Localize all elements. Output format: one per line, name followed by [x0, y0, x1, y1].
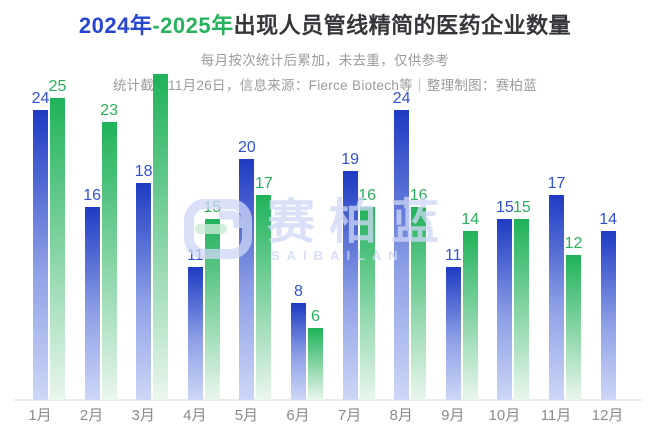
x-axis-label-9月: 9月: [441, 407, 465, 424]
title-year-2025: -2025年: [152, 13, 234, 38]
bar-2024年-4月: [187, 267, 203, 400]
bar-2025年-2月: [101, 122, 117, 400]
chart-subtitle-line1: 每月按次统计后累加，未去重，仅供参考: [200, 53, 450, 68]
bar-2025年-5月: [256, 195, 272, 400]
x-axis-label-2月: 2月: [79, 407, 104, 424]
value-label-2024年-12月: 14: [599, 211, 617, 228]
value-label-2024年-9月: 11: [444, 247, 462, 264]
value-label-2025年-4月: 15: [203, 199, 222, 216]
value-label-2025年-6月: 6: [311, 308, 320, 325]
chart-header: 2024年-2025年出现人员管线精简的医药企业数量 每月按次统计后累加，未去重…: [0, 8, 650, 94]
bar-2024年-2月: [84, 207, 100, 400]
bar-2024年-5月: [239, 159, 255, 400]
bar-2025年-9月: [462, 231, 478, 400]
x-axis-line: [14, 399, 642, 401]
value-label-2025年-2月: 23: [100, 102, 118, 119]
bar-2025年-4月: [204, 219, 220, 400]
x-axis-label-10月: 10月: [488, 407, 521, 424]
x-axis-label-1月: 1月: [28, 407, 52, 424]
value-label-2025年-8月: 16: [409, 187, 428, 204]
x-axis-label-4月: 4月: [183, 407, 207, 424]
bar-2025年-10月: [514, 219, 530, 400]
value-label-2024年-10月: 15: [495, 199, 514, 216]
x-axis-label-7月: 7月: [337, 407, 362, 424]
bar-2024年-3月: [136, 183, 152, 400]
x-axis-label-5月: 5月: [234, 407, 259, 424]
value-label-2024年-2月: 16: [83, 187, 101, 204]
bar-2025年-11月: [566, 255, 581, 400]
bar-2024年-12月: [600, 231, 616, 400]
value-label-2024年-8月: 24: [392, 90, 411, 107]
bar-2024年-11月: [549, 195, 564, 400]
x-axis-label-8月: 8月: [389, 407, 413, 424]
bar-2024年-1月: [33, 110, 48, 400]
value-label-2025年-7月: 16: [358, 187, 376, 204]
value-label-2025年-11月: 12: [564, 235, 583, 252]
bar-2024年-10月: [497, 219, 513, 400]
bar-2024年-6月: [291, 303, 306, 400]
value-label-2025年-1月: 25: [48, 78, 67, 95]
bar-2024年-9月: [445, 267, 461, 400]
value-label-2025年-9月: 14: [461, 211, 480, 228]
chart-title: 2024年-2025年出现人员管线精简的医药企业数量: [0, 8, 650, 40]
value-label-2024年-11月: 17: [547, 175, 566, 192]
bar-2025年-6月: [308, 328, 323, 400]
chart-subtitle-line2: 统计截至11月26日，信息来源：Fierce Biotech等｜整理制图：赛柏蓝: [112, 78, 538, 93]
bar-2025年-8月: [411, 207, 427, 400]
title-main-text: 出现人员管线精简的医药企业数量: [233, 13, 572, 38]
value-label-2024年-1月: 24: [31, 90, 50, 107]
bar-2024年-7月: [342, 171, 358, 400]
bar-2025年-1月: [50, 98, 65, 400]
bar-2024年-8月: [394, 110, 410, 400]
x-axis-label-11月: 11月: [540, 407, 572, 424]
value-label-2024年-6月: 8: [294, 283, 303, 300]
value-label-2024年-7月: 19: [341, 151, 359, 168]
value-label-2024年-3月: 18: [134, 163, 153, 180]
value-label-2025年-5月: 17: [254, 175, 273, 192]
value-label-2024年-5月: 20: [237, 139, 256, 156]
bar-2025年-7月: [359, 207, 375, 400]
x-axis-label-3月: 3月: [131, 407, 155, 424]
title-year-2024: 2024年: [78, 13, 153, 38]
x-axis-label-12月: 12月: [591, 407, 624, 424]
x-axis-label-6月: 6月: [286, 407, 310, 424]
value-label-2025年-10月: 15: [512, 199, 531, 216]
bar-2025年-3月: [153, 74, 169, 400]
